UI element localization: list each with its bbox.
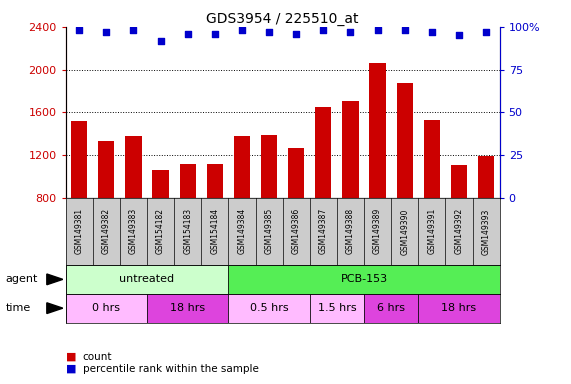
Point (400, 27, 409, 33)
Text: GDS3954 / 225510_at: GDS3954 / 225510_at (206, 12, 359, 25)
Text: percentile rank within the sample: percentile rank within the sample (83, 364, 259, 374)
Text: GSM149393: GSM149393 (481, 208, 490, 255)
Text: GSM149387: GSM149387 (319, 208, 328, 255)
Bar (396, 83, 413, 198)
Bar (364, 294, 418, 323)
Bar (228, 294, 309, 323)
Point (346, 29, 355, 35)
Text: 18 hrs: 18 hrs (441, 303, 477, 313)
Bar (66, 265, 228, 294)
Bar (228, 265, 500, 294)
Point (238, 27, 247, 33)
Point (156, 38, 165, 44)
Text: count: count (83, 352, 112, 362)
Point (264, 29, 274, 35)
Text: 6 hrs: 6 hrs (377, 303, 405, 313)
Point (373, 27, 382, 33)
Point (427, 29, 436, 35)
Text: GSM149392: GSM149392 (455, 208, 464, 255)
Bar (126, 136, 142, 198)
Text: 0 hrs: 0 hrs (93, 303, 120, 313)
Bar (424, 120, 440, 198)
Text: GSM149382: GSM149382 (102, 208, 111, 255)
Bar (418, 294, 500, 323)
Text: ■: ■ (66, 364, 76, 374)
Bar (369, 63, 386, 198)
Bar (288, 147, 304, 198)
Text: 0.5 hrs: 0.5 hrs (250, 303, 288, 313)
Bar (98, 141, 114, 198)
Bar (261, 135, 278, 198)
Text: GSM149386: GSM149386 (292, 208, 301, 255)
Text: GSM149381: GSM149381 (75, 208, 84, 255)
Text: GSM149391: GSM149391 (427, 208, 436, 255)
Text: ■: ■ (66, 352, 76, 362)
Text: agent: agent (6, 274, 38, 285)
Bar (66, 294, 147, 323)
Point (129, 27, 138, 33)
Bar (309, 294, 364, 323)
Point (75, 27, 84, 33)
Bar (342, 101, 359, 198)
Text: 18 hrs: 18 hrs (170, 303, 206, 313)
Bar (478, 156, 494, 198)
Text: GSM149384: GSM149384 (238, 208, 247, 255)
Text: 1.5 hrs: 1.5 hrs (317, 303, 356, 313)
Bar (315, 107, 331, 198)
Bar (71, 121, 87, 198)
Point (292, 31, 301, 37)
Bar (179, 164, 196, 198)
Text: GSM149389: GSM149389 (373, 208, 382, 255)
Point (210, 31, 219, 37)
Bar (234, 136, 250, 198)
Bar (451, 165, 467, 198)
Point (319, 27, 328, 33)
Point (102, 29, 111, 35)
Text: time: time (6, 303, 31, 313)
Text: GSM149383: GSM149383 (129, 208, 138, 255)
Bar (147, 294, 228, 323)
Text: GSM154183: GSM154183 (183, 208, 192, 255)
Point (455, 32, 464, 38)
Polygon shape (47, 274, 63, 285)
Text: GSM154184: GSM154184 (210, 208, 219, 255)
Bar (152, 170, 169, 198)
Text: untreated: untreated (119, 274, 175, 285)
Text: PCB-153: PCB-153 (340, 274, 388, 285)
Bar (207, 164, 223, 198)
Polygon shape (47, 303, 63, 313)
Text: GSM149385: GSM149385 (264, 208, 274, 255)
Text: GSM149388: GSM149388 (346, 208, 355, 255)
Text: GSM149390: GSM149390 (400, 208, 409, 255)
Text: GSM154182: GSM154182 (156, 209, 165, 254)
Point (183, 31, 192, 37)
Point (481, 29, 490, 35)
